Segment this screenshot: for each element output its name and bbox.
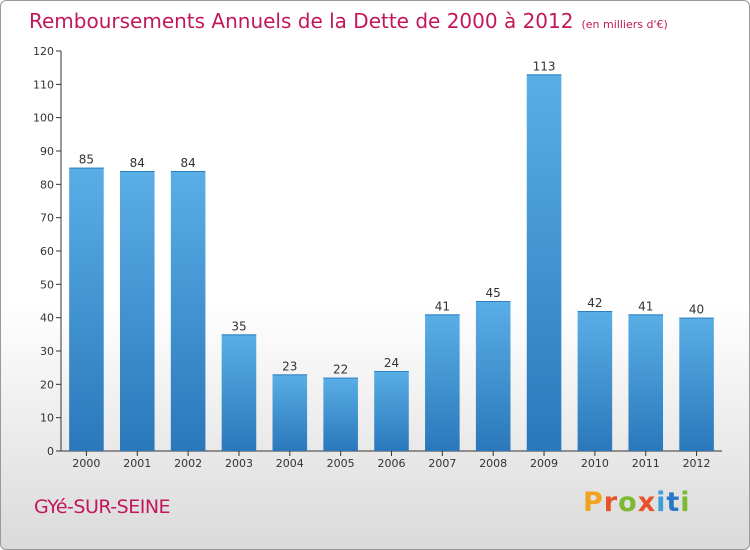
bar-value-label: 84 [130, 156, 145, 170]
bar [374, 371, 409, 451]
proxiti-logo: Proxiti [583, 487, 691, 518]
y-tick-label: 110 [33, 78, 54, 91]
chart-title-text: Remboursements Annuels de la Dette de 20… [29, 9, 574, 33]
bar [577, 311, 613, 451]
y-tick-label: 80 [40, 178, 54, 191]
bar [119, 171, 155, 451]
bar-value-label: 24 [384, 356, 399, 370]
x-tick-label: 2010 [581, 457, 609, 470]
bar-value-label: 42 [587, 296, 602, 310]
y-tick-label: 30 [40, 345, 54, 358]
x-tick-label: 2012 [683, 457, 711, 470]
bar [526, 74, 562, 451]
bar-value-label: 84 [180, 156, 195, 170]
logo-letter: r [603, 487, 619, 518]
bar-value-label: 41 [435, 299, 450, 313]
town-name: GYé-SUR-SEINE [34, 496, 171, 518]
logo-letter: t [666, 487, 681, 518]
x-tick-label: 2011 [632, 457, 660, 470]
bar-value-label: 113 [533, 59, 556, 73]
bar-value-label: 23 [282, 359, 297, 373]
bar [679, 317, 714, 451]
y-tick-label: 70 [40, 212, 54, 225]
y-tick-label: 0 [47, 445, 54, 458]
bar-value-label: 85 [79, 153, 94, 167]
bar-value-label: 45 [486, 286, 501, 300]
bar [628, 314, 664, 451]
x-tick-label: 2005 [327, 457, 355, 470]
y-tick-label: 100 [33, 112, 54, 125]
logo-letter: x [637, 487, 657, 518]
x-tick-label: 2006 [378, 457, 406, 470]
bar [475, 301, 511, 451]
bar-value-label: 35 [231, 319, 246, 333]
logo-letter: o [618, 487, 638, 518]
y-tick-label: 50 [40, 278, 54, 291]
bar [272, 374, 308, 451]
x-tick-label: 2007 [428, 457, 456, 470]
bar [170, 171, 206, 451]
logo-letter: i [656, 487, 667, 518]
bar-value-label: 22 [333, 363, 348, 377]
y-tick-label: 60 [40, 245, 54, 258]
y-tick-label: 120 [33, 45, 54, 58]
bar [323, 377, 358, 451]
x-tick-label: 2001 [123, 457, 151, 470]
x-tick-label: 2003 [225, 457, 253, 470]
y-tick-label: 90 [40, 145, 54, 158]
bar [221, 334, 257, 451]
chart-title: Remboursements Annuels de la Dette de 20… [29, 9, 668, 33]
y-tick-label: 40 [40, 312, 54, 325]
logo-letter: P [583, 487, 604, 518]
bar [69, 167, 104, 451]
logo-letter: i [680, 487, 691, 518]
bar-value-label: 40 [689, 303, 704, 317]
x-tick-label: 2009 [530, 457, 558, 470]
chart-unit: (en milliers d'€) [581, 18, 668, 31]
x-tick-label: 2008 [479, 457, 507, 470]
x-tick-label: 2002 [174, 457, 202, 470]
y-tick-label: 20 [40, 378, 54, 391]
bar-value-label: 41 [638, 299, 653, 313]
x-tick-label: 2000 [72, 457, 100, 470]
bar [425, 314, 460, 451]
x-tick-label: 2004 [276, 457, 304, 470]
y-tick-label: 10 [40, 412, 54, 425]
